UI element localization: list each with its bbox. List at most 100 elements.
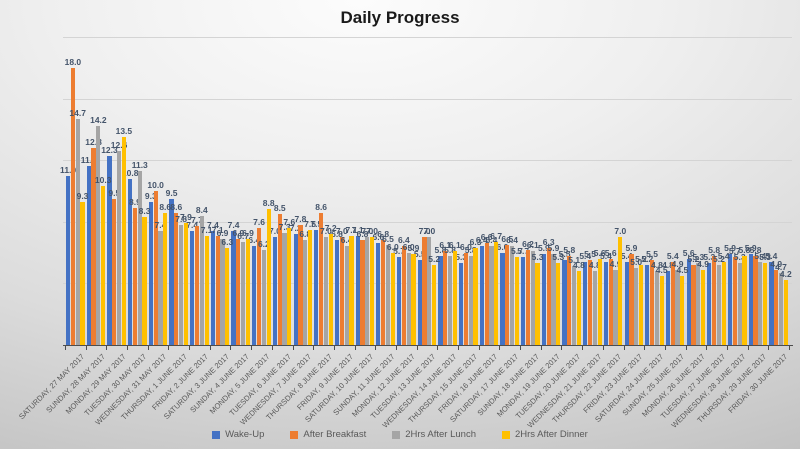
bar-wake-up-day1[interactable] bbox=[66, 175, 71, 345]
bar-2hrs-after-lunch-day35[interactable] bbox=[778, 272, 784, 345]
bar-after-breakfast-day2[interactable] bbox=[91, 147, 96, 345]
bar-after-breakfast-day33[interactable] bbox=[732, 257, 737, 345]
bar-2hrs-after-dinner-day21[interactable] bbox=[494, 241, 499, 345]
bar-2hrs-after-lunch-day13[interactable] bbox=[323, 237, 329, 345]
bar-2hrs-after-lunch-day3[interactable] bbox=[116, 150, 122, 345]
bar-wake-up-day34[interactable] bbox=[748, 254, 753, 345]
bar-wake-up-day30[interactable] bbox=[665, 271, 671, 345]
bar-2hrs-after-lunch-day14[interactable] bbox=[344, 246, 349, 345]
bar-2hrs-after-dinner-day3[interactable] bbox=[121, 137, 126, 345]
bar-2hrs-after-lunch-day26[interactable] bbox=[592, 271, 597, 345]
bar-2hrs-after-dinner-day33[interactable] bbox=[742, 255, 747, 345]
bar-2hrs-after-dinner-day26[interactable] bbox=[597, 258, 602, 345]
bar-wake-up-day29[interactable] bbox=[645, 264, 650, 345]
bar-wake-up-day19[interactable] bbox=[438, 255, 443, 345]
bar-2hrs-after-dinner-day10[interactable] bbox=[266, 209, 271, 345]
bar-after-breakfast-day13[interactable] bbox=[319, 212, 324, 345]
bar-wake-up-day9[interactable] bbox=[231, 231, 236, 345]
bar-after-breakfast-day30[interactable] bbox=[670, 261, 675, 345]
bar-wake-up-day13[interactable] bbox=[314, 229, 319, 345]
bar-2hrs-after-lunch-day15[interactable] bbox=[365, 237, 370, 345]
bar-after-breakfast-day14[interactable] bbox=[339, 237, 344, 345]
bar-after-breakfast-day3[interactable] bbox=[112, 198, 117, 345]
bar-wake-up-day28[interactable] bbox=[624, 261, 629, 345]
bar-wake-up-day32[interactable] bbox=[707, 263, 712, 345]
bar-2hrs-after-lunch-day18[interactable] bbox=[427, 237, 432, 345]
bar-2hrs-after-dinner-day11[interactable] bbox=[287, 227, 292, 345]
bar-2hrs-after-dinner-day6[interactable] bbox=[183, 223, 189, 345]
bar-after-breakfast-day28[interactable] bbox=[629, 254, 634, 345]
bar-after-breakfast-day26[interactable] bbox=[587, 260, 593, 345]
legend-item-wake-up[interactable]: Wake-Up bbox=[212, 429, 264, 440]
bar-2hrs-after-lunch-day24[interactable] bbox=[551, 254, 556, 345]
bar-2hrs-after-lunch-day28[interactable] bbox=[634, 268, 639, 345]
bar-wake-up-day27[interactable] bbox=[603, 261, 609, 345]
bar-2hrs-after-dinner-day2[interactable] bbox=[101, 186, 106, 345]
bar-wake-up-day8[interactable] bbox=[210, 231, 215, 345]
bar-2hrs-after-dinner-day23[interactable] bbox=[535, 263, 540, 345]
bar-wake-up-day5[interactable] bbox=[148, 201, 153, 345]
bar-wake-up-day15[interactable] bbox=[355, 235, 360, 345]
bar-2hrs-after-lunch-day31[interactable] bbox=[696, 263, 701, 345]
bar-after-breakfast-day10[interactable] bbox=[256, 227, 262, 345]
bar-2hrs-after-dinner-day18[interactable] bbox=[432, 264, 437, 345]
bar-wake-up-day7[interactable] bbox=[190, 231, 195, 345]
bar-2hrs-after-dinner-day20[interactable] bbox=[473, 247, 478, 345]
bar-2hrs-after-lunch-day29[interactable] bbox=[654, 271, 659, 345]
bar-2hrs-after-lunch-day7[interactable] bbox=[199, 215, 204, 345]
bar-2hrs-after-dinner-day7[interactable] bbox=[204, 235, 209, 345]
bar-2hrs-after-dinner-day29[interactable] bbox=[659, 275, 664, 345]
bar-wake-up-day4[interactable] bbox=[128, 178, 133, 345]
bar-wake-up-day6[interactable] bbox=[169, 198, 174, 345]
bar-2hrs-after-lunch-day20[interactable] bbox=[468, 255, 473, 345]
bar-2hrs-after-dinner-day5[interactable] bbox=[163, 212, 168, 345]
legend-item-2hrs-after-lunch[interactable]: 2Hrs After Lunch bbox=[392, 429, 476, 440]
bar-2hrs-after-dinner-day31[interactable] bbox=[700, 269, 706, 345]
bar-wake-up-day35[interactable] bbox=[769, 261, 774, 345]
bar-after-breakfast-day8[interactable] bbox=[215, 235, 220, 345]
bar-2hrs-after-dinner-day16[interactable] bbox=[390, 252, 395, 345]
bar-2hrs-after-dinner-day19[interactable] bbox=[452, 251, 457, 345]
bar-wake-up-day31[interactable] bbox=[686, 258, 691, 345]
bar-after-breakfast-day25[interactable] bbox=[567, 255, 572, 345]
bar-after-breakfast-day34[interactable] bbox=[753, 255, 758, 345]
bar-after-breakfast-day6[interactable] bbox=[174, 212, 179, 345]
bar-after-breakfast-day11[interactable] bbox=[277, 214, 282, 345]
bar-after-breakfast-day29[interactable] bbox=[650, 260, 655, 345]
bar-after-breakfast-day23[interactable] bbox=[525, 249, 531, 345]
bar-wake-up-day24[interactable] bbox=[541, 254, 546, 345]
legend-item-after-breakfast[interactable]: After Breakfast bbox=[290, 429, 366, 440]
bar-wake-up-day25[interactable] bbox=[562, 260, 567, 345]
bar-after-breakfast-day19[interactable] bbox=[443, 251, 448, 345]
bar-after-breakfast-day1[interactable] bbox=[70, 67, 75, 345]
bar-2hrs-after-dinner-day28[interactable] bbox=[638, 264, 644, 345]
bar-after-breakfast-day17[interactable] bbox=[401, 246, 406, 345]
bar-after-breakfast-day31[interactable] bbox=[691, 264, 696, 345]
bar-2hrs-after-dinner-day35[interactable] bbox=[783, 280, 788, 345]
bar-after-breakfast-day27[interactable] bbox=[608, 258, 613, 345]
bar-2hrs-after-dinner-day24[interactable] bbox=[556, 263, 561, 345]
bar-2hrs-after-dinner-day17[interactable] bbox=[411, 254, 416, 345]
bar-2hrs-after-lunch-day12[interactable] bbox=[303, 240, 308, 345]
bar-2hrs-after-lunch-day30[interactable] bbox=[675, 269, 680, 345]
bar-wake-up-day26[interactable] bbox=[583, 261, 588, 345]
bar-wake-up-day17[interactable] bbox=[396, 257, 402, 345]
bar-2hrs-after-dinner-day9[interactable] bbox=[245, 238, 251, 345]
bar-2hrs-after-lunch-day11[interactable] bbox=[282, 232, 287, 345]
bar-2hrs-after-lunch-day16[interactable] bbox=[385, 244, 391, 345]
bar-2hrs-after-dinner-day13[interactable] bbox=[328, 234, 333, 345]
bar-after-breakfast-day21[interactable] bbox=[484, 243, 489, 345]
bar-wake-up-day23[interactable] bbox=[521, 257, 526, 345]
bar-2hrs-after-dinner-day22[interactable] bbox=[514, 257, 519, 345]
bar-2hrs-after-dinner-day30[interactable] bbox=[680, 275, 685, 345]
bar-2hrs-after-lunch-day6[interactable] bbox=[179, 224, 184, 345]
bar-after-breakfast-day4[interactable] bbox=[132, 207, 138, 345]
bar-2hrs-after-dinner-day15[interactable] bbox=[370, 237, 375, 345]
bar-after-breakfast-day12[interactable] bbox=[298, 224, 303, 345]
bar-2hrs-after-lunch-day33[interactable] bbox=[737, 263, 742, 345]
bar-after-breakfast-day5[interactable] bbox=[153, 191, 158, 345]
bar-after-breakfast-day7[interactable] bbox=[194, 226, 200, 345]
bar-2hrs-after-dinner-day1[interactable] bbox=[80, 201, 85, 345]
bar-2hrs-after-lunch-day9[interactable] bbox=[241, 241, 246, 345]
bar-2hrs-after-lunch-day5[interactable] bbox=[158, 231, 163, 345]
